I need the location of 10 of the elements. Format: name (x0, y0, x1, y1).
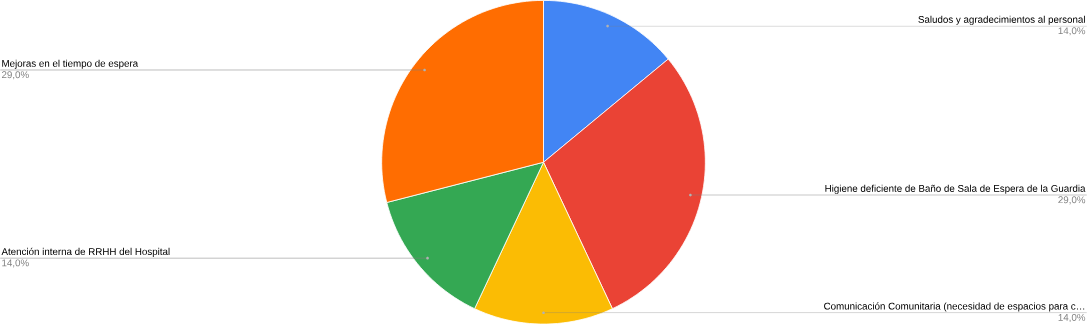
slice-label: Saludos y agradecimientos al personal (918, 15, 1085, 25)
slice-label: Atención interna de RRHH del Hospital (1, 247, 170, 257)
data-label: 14,0% (1058, 313, 1086, 322)
data-label: 29,0% (1, 70, 29, 80)
data-label: 14,0% (2, 259, 29, 268)
slice-label: Higiene deficiente de Baño de Sala de Espera de la Guardia (825, 184, 1086, 194)
data-label: 29,0% (1058, 196, 1086, 205)
slice-label: Mejoras en el tiempo de espera (2, 59, 139, 69)
slice-label: Comunicación Comunitaria (necesidad de espacios para c… (824, 302, 1085, 312)
data-label: 14,0% (1058, 27, 1086, 36)
